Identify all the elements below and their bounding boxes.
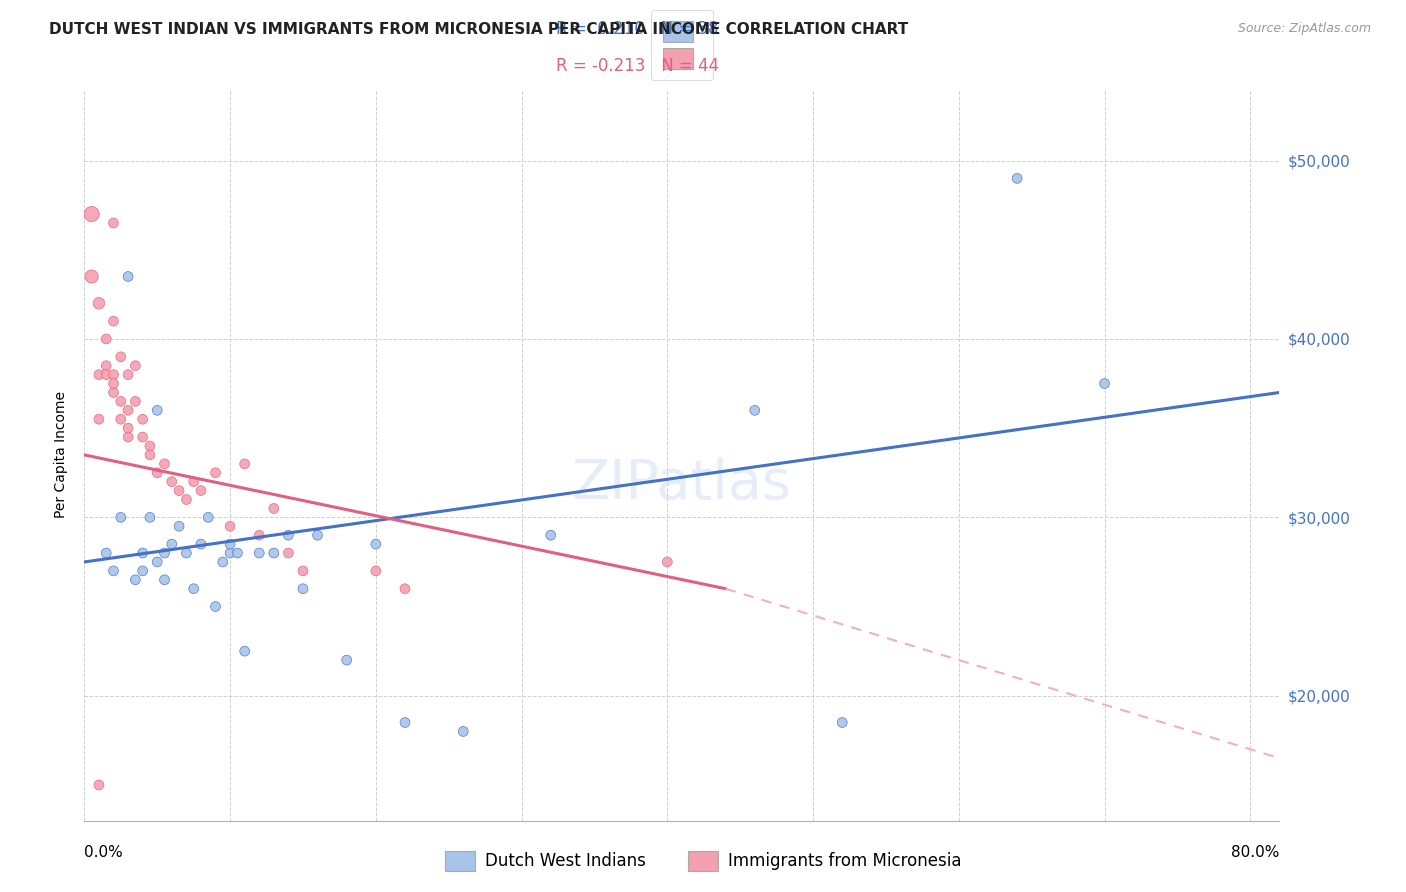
Legend: , : , bbox=[651, 10, 713, 80]
Point bbox=[364, 564, 387, 578]
Point bbox=[291, 564, 314, 578]
Point bbox=[190, 537, 212, 551]
Point bbox=[124, 394, 146, 409]
Point bbox=[87, 368, 110, 382]
Point bbox=[176, 492, 198, 507]
Text: Source: ZipAtlas.com: Source: ZipAtlas.com bbox=[1237, 22, 1371, 36]
Point bbox=[153, 573, 176, 587]
Text: R =  0.210   N = 38: R = 0.210 N = 38 bbox=[557, 21, 718, 38]
Point bbox=[80, 207, 103, 221]
Point bbox=[110, 350, 132, 364]
Point bbox=[103, 376, 125, 391]
Point bbox=[1094, 376, 1116, 391]
Point bbox=[307, 528, 329, 542]
Point bbox=[540, 528, 562, 542]
Point bbox=[263, 546, 285, 560]
Point bbox=[183, 475, 205, 489]
Point bbox=[117, 403, 139, 417]
Point bbox=[124, 359, 146, 373]
Point bbox=[233, 457, 256, 471]
Point bbox=[117, 368, 139, 382]
Point bbox=[139, 448, 162, 462]
Point bbox=[277, 528, 299, 542]
Point bbox=[219, 546, 242, 560]
Point bbox=[103, 314, 125, 328]
Point bbox=[131, 412, 153, 426]
Point bbox=[87, 778, 110, 792]
Point bbox=[139, 510, 162, 524]
Point bbox=[183, 582, 205, 596]
Point bbox=[87, 296, 110, 310]
Point bbox=[453, 724, 475, 739]
Text: 80.0%: 80.0% bbox=[1232, 846, 1279, 860]
Point bbox=[204, 599, 226, 614]
Point bbox=[87, 412, 110, 426]
Point bbox=[211, 555, 233, 569]
Point bbox=[247, 528, 270, 542]
Point bbox=[124, 573, 146, 587]
Point bbox=[167, 519, 190, 533]
Point bbox=[96, 546, 118, 560]
Point bbox=[219, 537, 242, 551]
Point bbox=[146, 466, 169, 480]
Point bbox=[233, 644, 256, 658]
Point bbox=[197, 510, 219, 524]
Point bbox=[1005, 171, 1028, 186]
Point bbox=[103, 216, 125, 230]
Text: DUTCH WEST INDIAN VS IMMIGRANTS FROM MICRONESIA PER CAPITA INCOME CORRELATION CH: DUTCH WEST INDIAN VS IMMIGRANTS FROM MIC… bbox=[49, 22, 908, 37]
Point bbox=[80, 269, 103, 284]
Point bbox=[131, 430, 153, 444]
Point bbox=[110, 510, 132, 524]
Point bbox=[394, 582, 416, 596]
Point bbox=[657, 555, 679, 569]
Point bbox=[204, 466, 226, 480]
Point bbox=[117, 269, 139, 284]
Point bbox=[176, 546, 198, 560]
Y-axis label: Per Capita Income: Per Capita Income bbox=[55, 392, 69, 518]
Point bbox=[131, 564, 153, 578]
Point bbox=[160, 537, 183, 551]
Point bbox=[226, 546, 249, 560]
Point bbox=[744, 403, 766, 417]
Point bbox=[103, 368, 125, 382]
Legend: Dutch West Indians, Immigrants from Micronesia: Dutch West Indians, Immigrants from Micr… bbox=[437, 842, 969, 880]
Text: ZIPatlas: ZIPatlas bbox=[572, 458, 792, 511]
Point bbox=[117, 421, 139, 435]
Point bbox=[219, 519, 242, 533]
Point bbox=[831, 715, 853, 730]
Point bbox=[117, 430, 139, 444]
Text: 0.0%: 0.0% bbox=[84, 846, 124, 860]
Point bbox=[160, 475, 183, 489]
Point bbox=[277, 546, 299, 560]
Point bbox=[146, 403, 169, 417]
Point bbox=[263, 501, 285, 516]
Text: R = -0.213   N = 44: R = -0.213 N = 44 bbox=[557, 57, 720, 75]
Point bbox=[96, 359, 118, 373]
Point bbox=[96, 368, 118, 382]
Point bbox=[167, 483, 190, 498]
Point bbox=[110, 394, 132, 409]
Point bbox=[131, 546, 153, 560]
Point bbox=[364, 537, 387, 551]
Point bbox=[103, 564, 125, 578]
Point bbox=[153, 546, 176, 560]
Point bbox=[336, 653, 359, 667]
Point bbox=[153, 457, 176, 471]
Point bbox=[146, 555, 169, 569]
Point bbox=[291, 582, 314, 596]
Point bbox=[110, 412, 132, 426]
Point bbox=[96, 332, 118, 346]
Point bbox=[394, 715, 416, 730]
Point bbox=[190, 483, 212, 498]
Point bbox=[103, 385, 125, 400]
Point bbox=[247, 546, 270, 560]
Point bbox=[139, 439, 162, 453]
